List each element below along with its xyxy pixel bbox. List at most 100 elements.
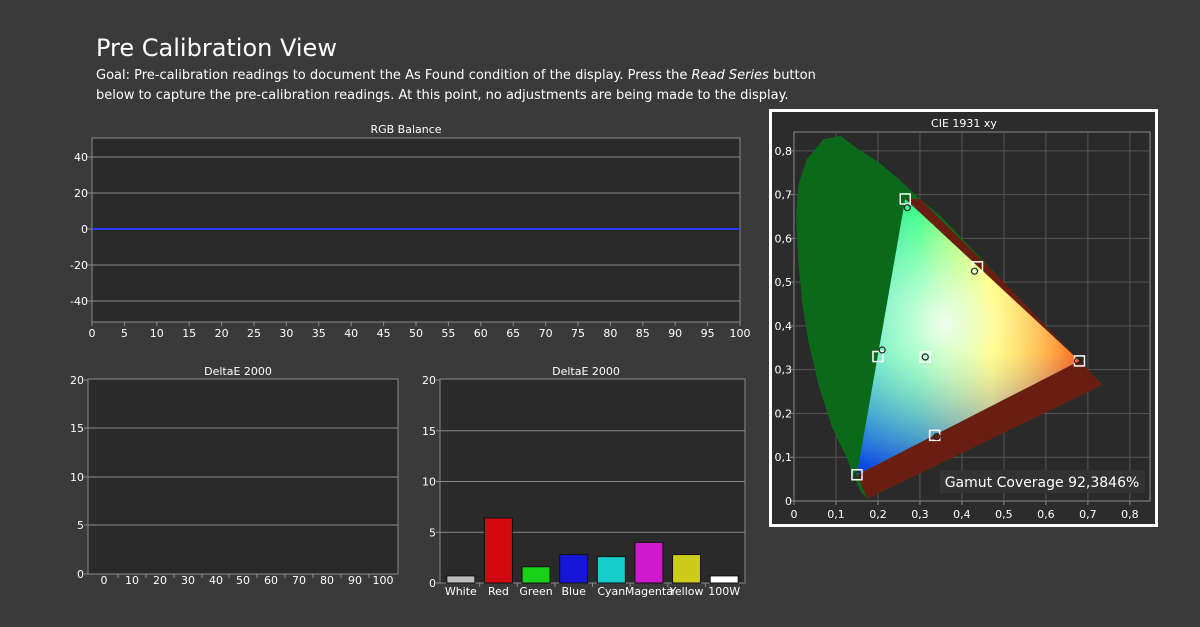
de1-y-tick-label: 15 [70,422,84,435]
rgb-balance-chart: RGB Balance 40 20 0 -20 -40 0 5 10 15 20 25 30 35 40… [70,123,751,340]
de2-x-tick-label: Yellow [669,585,704,598]
de1-x-tick-label: 20 [153,574,167,587]
cie-measured-blue [854,471,862,479]
gamut-coverage-label: Gamut Coverage 92,3846% [945,475,1140,491]
de1-x-tick-label: 80 [320,574,334,587]
rgb-chart-title: RGB Balance [370,123,441,136]
rgb-x-tick-label: 90 [668,327,682,340]
de2-bars [446,517,739,584]
cie-x-tick-label: 0,3 [911,508,929,521]
cie-x-tick-label: 0,8 [1121,508,1139,521]
deltae-colors-chart: DeltaE 2000 20 15 10 5 0 White Red Green Blue Cy… [422,365,746,598]
de2-y-tick-label: 0 [429,577,436,590]
de2-y-tick-label: 15 [422,425,436,438]
de2-bar-magenta [634,541,664,584]
de1-x-tick-label: 50 [236,574,250,587]
de1-x-tick-label: 100 [373,574,394,587]
cie-x-tick-label: 0,5 [995,508,1013,521]
rgb-y-tick-label: 40 [74,151,88,164]
de2-x-tick-label: Magenta [625,585,673,598]
rgb-y-tick-label: -20 [70,259,88,272]
de1-chart-title: DeltaE 2000 [204,365,272,378]
rgb-x-tick-label: 0 [89,327,96,340]
de1-x-tick-label: 70 [292,574,306,587]
cie-target-green [899,193,911,205]
de1-x-tick-label: 40 [209,574,223,587]
cie-y-tick-label: 0,4 [775,320,793,333]
rgb-x-tick-label: 45 [377,327,391,340]
rgb-y-tick-label: 0 [81,223,88,236]
cie-x-tick-label: 0,6 [1037,508,1055,521]
cie-y-tick-label: 0,8 [775,145,793,158]
cie-y-tick-label: 0,2 [775,407,793,420]
cie-measured-points [854,204,1081,479]
rgb-x-tick-label: 100 [730,327,751,340]
cie-x-tick-label: 0,4 [953,508,971,521]
rgb-x-tick-label: 40 [344,327,358,340]
de2-x-tick-label: White [445,585,477,598]
de2-y-tick-label: 20 [422,374,436,387]
goal-text-before: Goal: Pre-calibration readings to docume… [96,68,692,83]
rgb-x-tick-label: 50 [409,327,423,340]
cie-y-tick-label: 0,1 [775,451,793,464]
cie-measured-yellow [970,267,979,275]
rgb-x-tick-label: 75 [571,327,585,340]
de1-x-tick-label: 60 [264,574,278,587]
rgb-y-ticks: 40 20 0 -20 -40 [70,151,92,308]
de1-x-tick-label: 90 [348,574,362,587]
rgb-x-tick-label: 80 [603,327,617,340]
de1-x-tick-label: 30 [181,574,195,587]
cie-measured-cyan [878,346,886,354]
de1-y-tick-label: 10 [70,471,84,484]
rgb-x-tick-label: 85 [636,327,650,340]
cie-x-tick-label: 0 [791,508,798,521]
de1-y-tick-label: 5 [77,519,84,532]
de1-x-tick-label: 0 [101,574,108,587]
rgb-x-tick-label: 20 [215,327,229,340]
de2-bar-100w [709,575,739,584]
rgb-x-tick-label: 30 [279,327,293,340]
rgb-x-tick-label: 35 [312,327,326,340]
cie-x-tick-label: 0,7 [1079,508,1097,521]
cie-x-tick-label: 0,2 [869,508,887,521]
cie-x-ticks: 0 0,1 0,2 0,3 0,4 0,5 0,6 0,7 0,8 [791,501,1139,521]
cie-target-white [919,351,932,363]
de2-bar-white [446,575,476,584]
cie-y-tick-label: 0,6 [775,232,793,245]
de2-x-tick-label: Red [488,585,509,598]
cie-measured-green [903,204,911,212]
cie-y-tick-label: 0,5 [775,276,793,289]
de2-y-ticks: 20 15 10 5 0 [422,374,440,590]
de1-x-ticks: 0 10 20 30 40 50 60 70 80 90 100 [101,574,394,587]
rgb-x-tick-label: 55 [441,327,455,340]
de2-bar-green [521,566,551,584]
rgb-x-tick-label: 10 [150,327,164,340]
rgb-x-tick-label: 95 [701,327,715,340]
de1-y-tick-label: 20 [70,374,84,387]
de2-chart-title: DeltaE 2000 [552,365,620,378]
cie-measured-white [921,353,929,361]
de2-bar-blue [559,554,589,584]
rgb-x-tick-label: 5 [121,327,128,340]
cie-measured-magenta [933,433,941,441]
de2-x-tick-label: Cyan [597,585,625,598]
de2-x-tick-label: Blue [562,585,587,598]
cie-target-cyan [872,350,884,363]
gamut-coverage-box [940,470,1145,493]
cie-y-ticks: 0,8 0,7 0,6 0,5 0,4 0,3 0,2 0,1 0 [775,145,794,508]
goal-text: Goal: Pre-calibration readings to docume… [96,66,816,106]
de1-x-tick-label: 10 [125,574,139,587]
out-of-gamut-region [856,198,1103,499]
cie-measured-red [1073,357,1081,365]
de1-y-ticks: 20 15 10 5 0 [70,374,88,581]
cie-y-tick-label: 0,3 [775,364,793,377]
rgb-x-ticks: 0 5 10 15 20 25 30 35 40 45 50 55 60 65 70 75 80 85 90 95 10… [89,322,751,340]
read-series-reference: Read Series [691,68,769,83]
rgb-y-tick-label: 20 [74,187,88,200]
rgb-y-tick-label: -40 [70,295,88,308]
goal-text-after: button below to capture the pre-calibrat… [96,68,816,103]
rgb-x-tick-label: 25 [247,327,261,340]
rgb-x-tick-label: 65 [506,327,520,340]
cie-target-blue [851,468,863,481]
